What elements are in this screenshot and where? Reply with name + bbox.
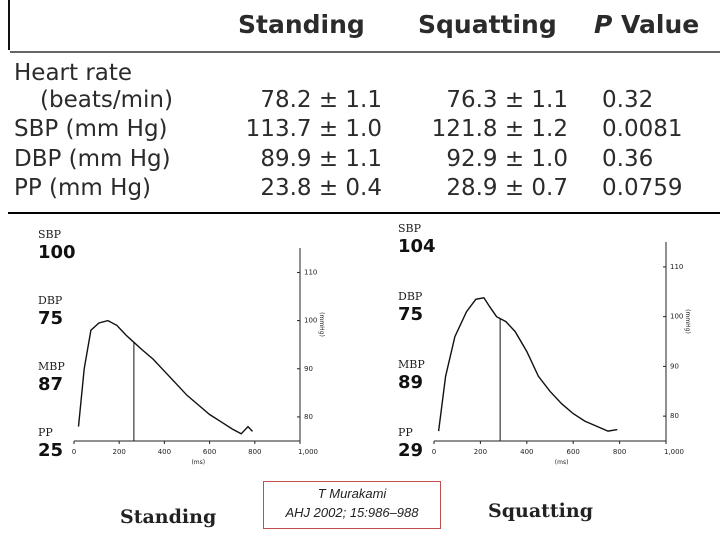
cell-standing-pp: 23.8 ± 0.4: [260, 175, 382, 201]
row-label-sbp: SBP (mm Hg): [14, 116, 168, 142]
squatting-mbp-value: 89: [398, 372, 424, 393]
cell-squatting-sbp: 121.8 ± 1.2: [431, 116, 568, 142]
header-p-value: P Value: [594, 10, 699, 39]
table-left-rule: [8, 0, 10, 50]
row-label-heart-rate-unit: (beats/min): [40, 87, 173, 113]
standing-y-tick-label: 110: [304, 268, 317, 276]
squatting-y-tick-label: 100: [670, 313, 683, 321]
squatting-chart: 0 200 400 600 800 1,000 (ms) 80 90 100 110 (mmHg): [432, 242, 691, 466]
cell-squatting-hr: 76.3 ± 1.1: [446, 87, 568, 113]
cell-p-sbp: 0.0081: [602, 116, 683, 142]
row-label-heart-rate: Heart rate: [14, 60, 133, 86]
squatting-x-tick-label: 1,000: [664, 448, 684, 456]
standing-x-label: (ms): [191, 459, 205, 466]
standing-sbp-value: 100: [38, 242, 76, 263]
standing-pp-value: 25: [38, 440, 64, 461]
squatting-sbp-name: SBP: [398, 222, 422, 235]
cell-p-hr: 0.32: [602, 87, 654, 113]
squatting-dbp-name: DBP: [398, 290, 423, 303]
cell-standing-sbp: 113.7 ± 1.0: [245, 116, 382, 142]
standing-dbp-name: DBP: [38, 294, 63, 307]
standing-sbp-name: SBP: [38, 228, 62, 241]
standing-mbp-name: MBP: [38, 360, 65, 373]
citation-author: T Murakami: [317, 486, 387, 501]
standing-x-tick-label: 600: [203, 448, 216, 456]
standing-x-tick-label: 400: [158, 448, 171, 456]
cell-squatting-dbp: 92.9 ± 1.0: [446, 146, 568, 172]
standing-pp-name: PP: [38, 426, 53, 439]
squatting-pp-value: 29: [398, 440, 424, 461]
caption-squatting: Squatting: [488, 500, 594, 522]
row-label-pp: PP (mm Hg): [14, 175, 152, 201]
squatting-waveform: [437, 297, 618, 432]
citation-source: AHJ 2002; 15:986–988: [285, 505, 419, 520]
squatting-x-tick-label: 200: [474, 448, 487, 456]
header-squatting: Squatting: [418, 10, 557, 39]
standing-x-tick-label: 200: [113, 448, 126, 456]
standing-y-tick-label: 80: [304, 413, 313, 421]
row-label-dbp: DBP (mm Hg): [14, 146, 171, 172]
header-standing: Standing: [238, 10, 365, 39]
standing-waveform: [77, 319, 254, 435]
standing-y-label: (mmHg): [318, 312, 325, 337]
squatting-y-tick-label: 90: [670, 362, 679, 370]
header-p-letter: P: [594, 10, 613, 39]
squatting-y-tick-label: 80: [670, 412, 679, 420]
standing-x-tick-label: 800: [248, 448, 261, 456]
cell-standing-hr: 78.2 ± 1.1: [260, 87, 382, 113]
standing-mbp-value: 87: [38, 374, 64, 395]
squatting-x-tick-label: 0: [432, 448, 436, 456]
squatting-x-label: (ms): [555, 459, 569, 466]
standing-dbp-value: 75: [38, 308, 64, 329]
squatting-mbp-name: MBP: [398, 358, 425, 371]
squatting-y-tick-label: 110: [670, 263, 683, 271]
standing-y-tick-label: 90: [304, 365, 313, 373]
squatting-sbp-value: 104: [398, 236, 436, 257]
standing-y-tick-label: 100: [304, 317, 317, 325]
standing-chart: 0 200 400 600 800 1,000 (ms) 80 90 100 110 (mmHg): [72, 248, 325, 466]
table-header-rule: [10, 51, 720, 53]
caption-standing: Standing: [120, 506, 217, 528]
standing-x-tick-label: 1,000: [298, 448, 318, 456]
squatting-pp-name: PP: [398, 426, 413, 439]
cell-p-dbp: 0.36: [602, 146, 654, 172]
cell-standing-dbp: 89.9 ± 1.1: [260, 146, 382, 172]
standing-x-tick-label: 0: [72, 448, 76, 456]
squatting-x-tick-label: 400: [520, 448, 533, 456]
cell-squatting-pp: 28.9 ± 0.7: [446, 175, 568, 201]
table-region: [8, 0, 720, 214]
citation-box: T Murakami AHJ 2002; 15:986–988: [263, 481, 441, 529]
squatting-dbp-value: 75: [398, 304, 424, 325]
squatting-x-tick-label: 800: [613, 448, 626, 456]
cell-p-pp: 0.0759: [602, 175, 683, 201]
header-p-word: Value: [612, 10, 700, 39]
squatting-y-label: (mmHg): [684, 309, 691, 334]
squatting-x-tick-label: 600: [567, 448, 580, 456]
